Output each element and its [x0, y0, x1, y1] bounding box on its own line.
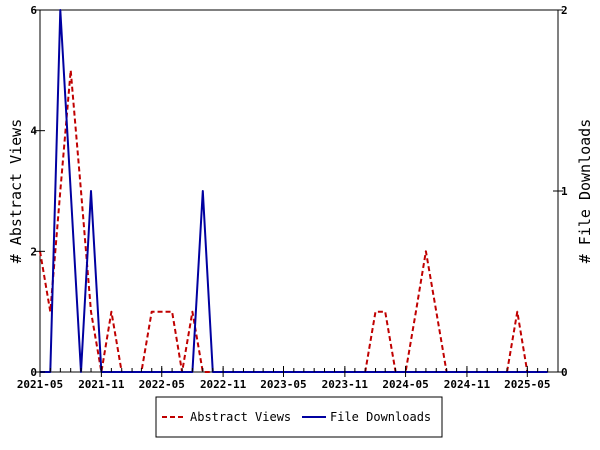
legend-label-file-downloads: File Downloads [330, 410, 431, 424]
x-tick-label: 2023-05 [260, 378, 306, 391]
x-axis: 2021-05 2021-11 2022-05 2022-11 2023-05 2023-… [17, 366, 559, 391]
y-right-tick-label: 1 [561, 185, 568, 198]
x-tick-label: 2021-11 [78, 378, 125, 391]
x-tick-label: 2025-05 [504, 378, 550, 391]
x-tick-label: 2022-11 [200, 378, 247, 391]
x-tick-label: 2024-11 [444, 378, 491, 391]
y-left-tick-label: 6 [30, 4, 37, 17]
plot-area [39, 9, 559, 373]
y-axis-right-title: # File Downloads [576, 119, 594, 264]
legend-box [155, 396, 443, 438]
x-tick-label: 2023-11 [322, 378, 369, 391]
y-right-tick-label: 0 [561, 366, 568, 379]
x-tick-label: 2024-05 [382, 378, 428, 391]
y-axis-left: 0 2 4 6 [30, 4, 45, 379]
y-left-tick-label: 0 [30, 366, 37, 379]
y-axis-right: 0 1 2 [553, 4, 568, 379]
y-left-tick-label: 2 [30, 245, 37, 258]
x-tick-label: 2021-05 [17, 378, 63, 391]
y-left-tick-label: 4 [30, 125, 37, 138]
y-axis-left-title: # Abstract Views [7, 119, 25, 264]
x-tick-label: 2022-05 [139, 378, 185, 391]
legend-label-abstract-views: Abstract Views [190, 410, 291, 424]
y-right-tick-label: 2 [561, 4, 568, 17]
legend: Abstract Views File Downloads [155, 396, 443, 438]
